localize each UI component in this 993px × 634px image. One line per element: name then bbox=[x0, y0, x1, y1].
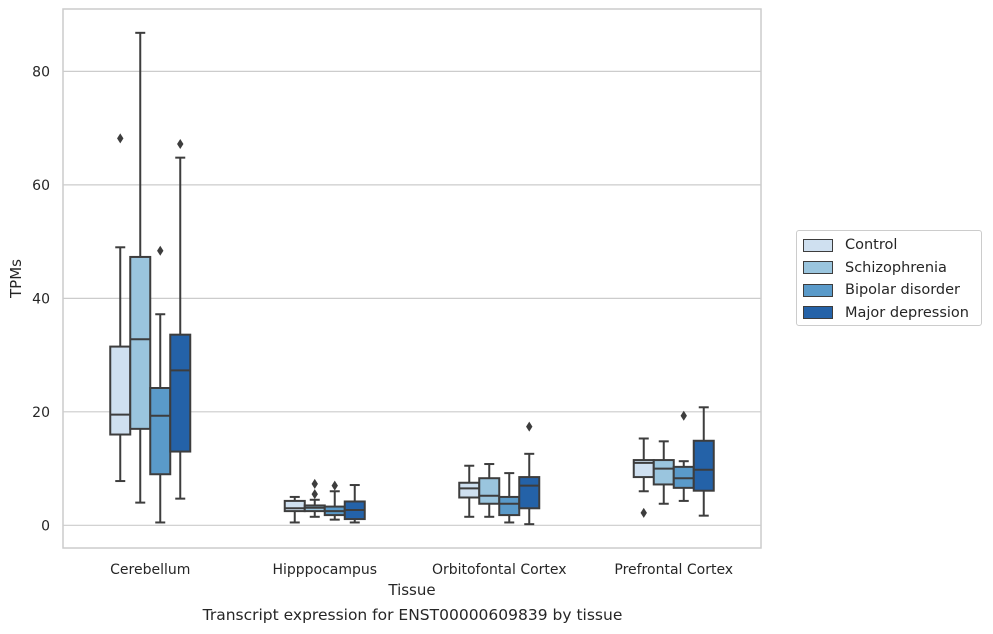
plot-frame bbox=[62, 8, 762, 549]
legend-label-control: Control bbox=[845, 237, 898, 254]
y-tick-label: 80 bbox=[32, 64, 50, 80]
x-tick-label: Orbitofontal Cortex bbox=[432, 562, 567, 578]
legend-label-bipolar-disorder: Bipolar disorder bbox=[845, 282, 960, 299]
outlier-point bbox=[640, 507, 647, 518]
box bbox=[283, 499, 306, 513]
outlier-point bbox=[331, 480, 338, 491]
box bbox=[109, 345, 132, 436]
outlier-point bbox=[117, 133, 124, 144]
box bbox=[129, 255, 152, 430]
legend-item-control: Control bbox=[803, 234, 981, 257]
y-tick-label: 0 bbox=[41, 518, 50, 534]
legend-label-major-depression: Major depression bbox=[845, 304, 969, 321]
outlier-point bbox=[177, 139, 184, 150]
box bbox=[478, 477, 501, 505]
x-tick-label: Prefrontal Cortex bbox=[614, 562, 733, 578]
y-tick-label: 40 bbox=[32, 291, 50, 307]
outlier-point bbox=[526, 421, 533, 432]
legend-swatch-control bbox=[803, 238, 833, 252]
outlier-point bbox=[311, 478, 318, 489]
legend-item-schizophrenia: Schizophrenia bbox=[803, 257, 981, 280]
box bbox=[692, 439, 715, 492]
legend-item-bipolar-disorder: Bipolar disorder bbox=[803, 279, 981, 302]
legend-swatch-schizophrenia bbox=[803, 261, 833, 275]
box bbox=[518, 476, 541, 510]
legend: Control Schizophrenia Bipolar disorder M… bbox=[796, 230, 982, 326]
outlier-point bbox=[157, 245, 164, 256]
legend-swatch-bipolar-disorder bbox=[803, 283, 833, 297]
x-axis-label: Tissue bbox=[387, 581, 435, 599]
x-tick-label: Cerebellum bbox=[110, 562, 190, 578]
x-tick-label: Hipppocampus bbox=[272, 562, 377, 578]
outlier-point bbox=[680, 410, 687, 421]
y-axis-label: TPMs bbox=[7, 259, 25, 299]
box bbox=[169, 333, 192, 453]
outlier-point bbox=[311, 489, 318, 500]
box bbox=[652, 459, 675, 486]
legend-swatch-major-depression bbox=[803, 306, 833, 320]
box bbox=[498, 495, 521, 517]
box bbox=[149, 387, 172, 476]
box bbox=[458, 481, 481, 499]
legend-label-schizophrenia: Schizophrenia bbox=[845, 259, 947, 276]
y-tick-label: 60 bbox=[32, 178, 50, 194]
chart-caption: Transcript expression for ENST0000060983… bbox=[202, 606, 623, 624]
y-tick-label: 20 bbox=[32, 405, 50, 421]
legend-item-major-depression: Major depression bbox=[803, 302, 981, 325]
